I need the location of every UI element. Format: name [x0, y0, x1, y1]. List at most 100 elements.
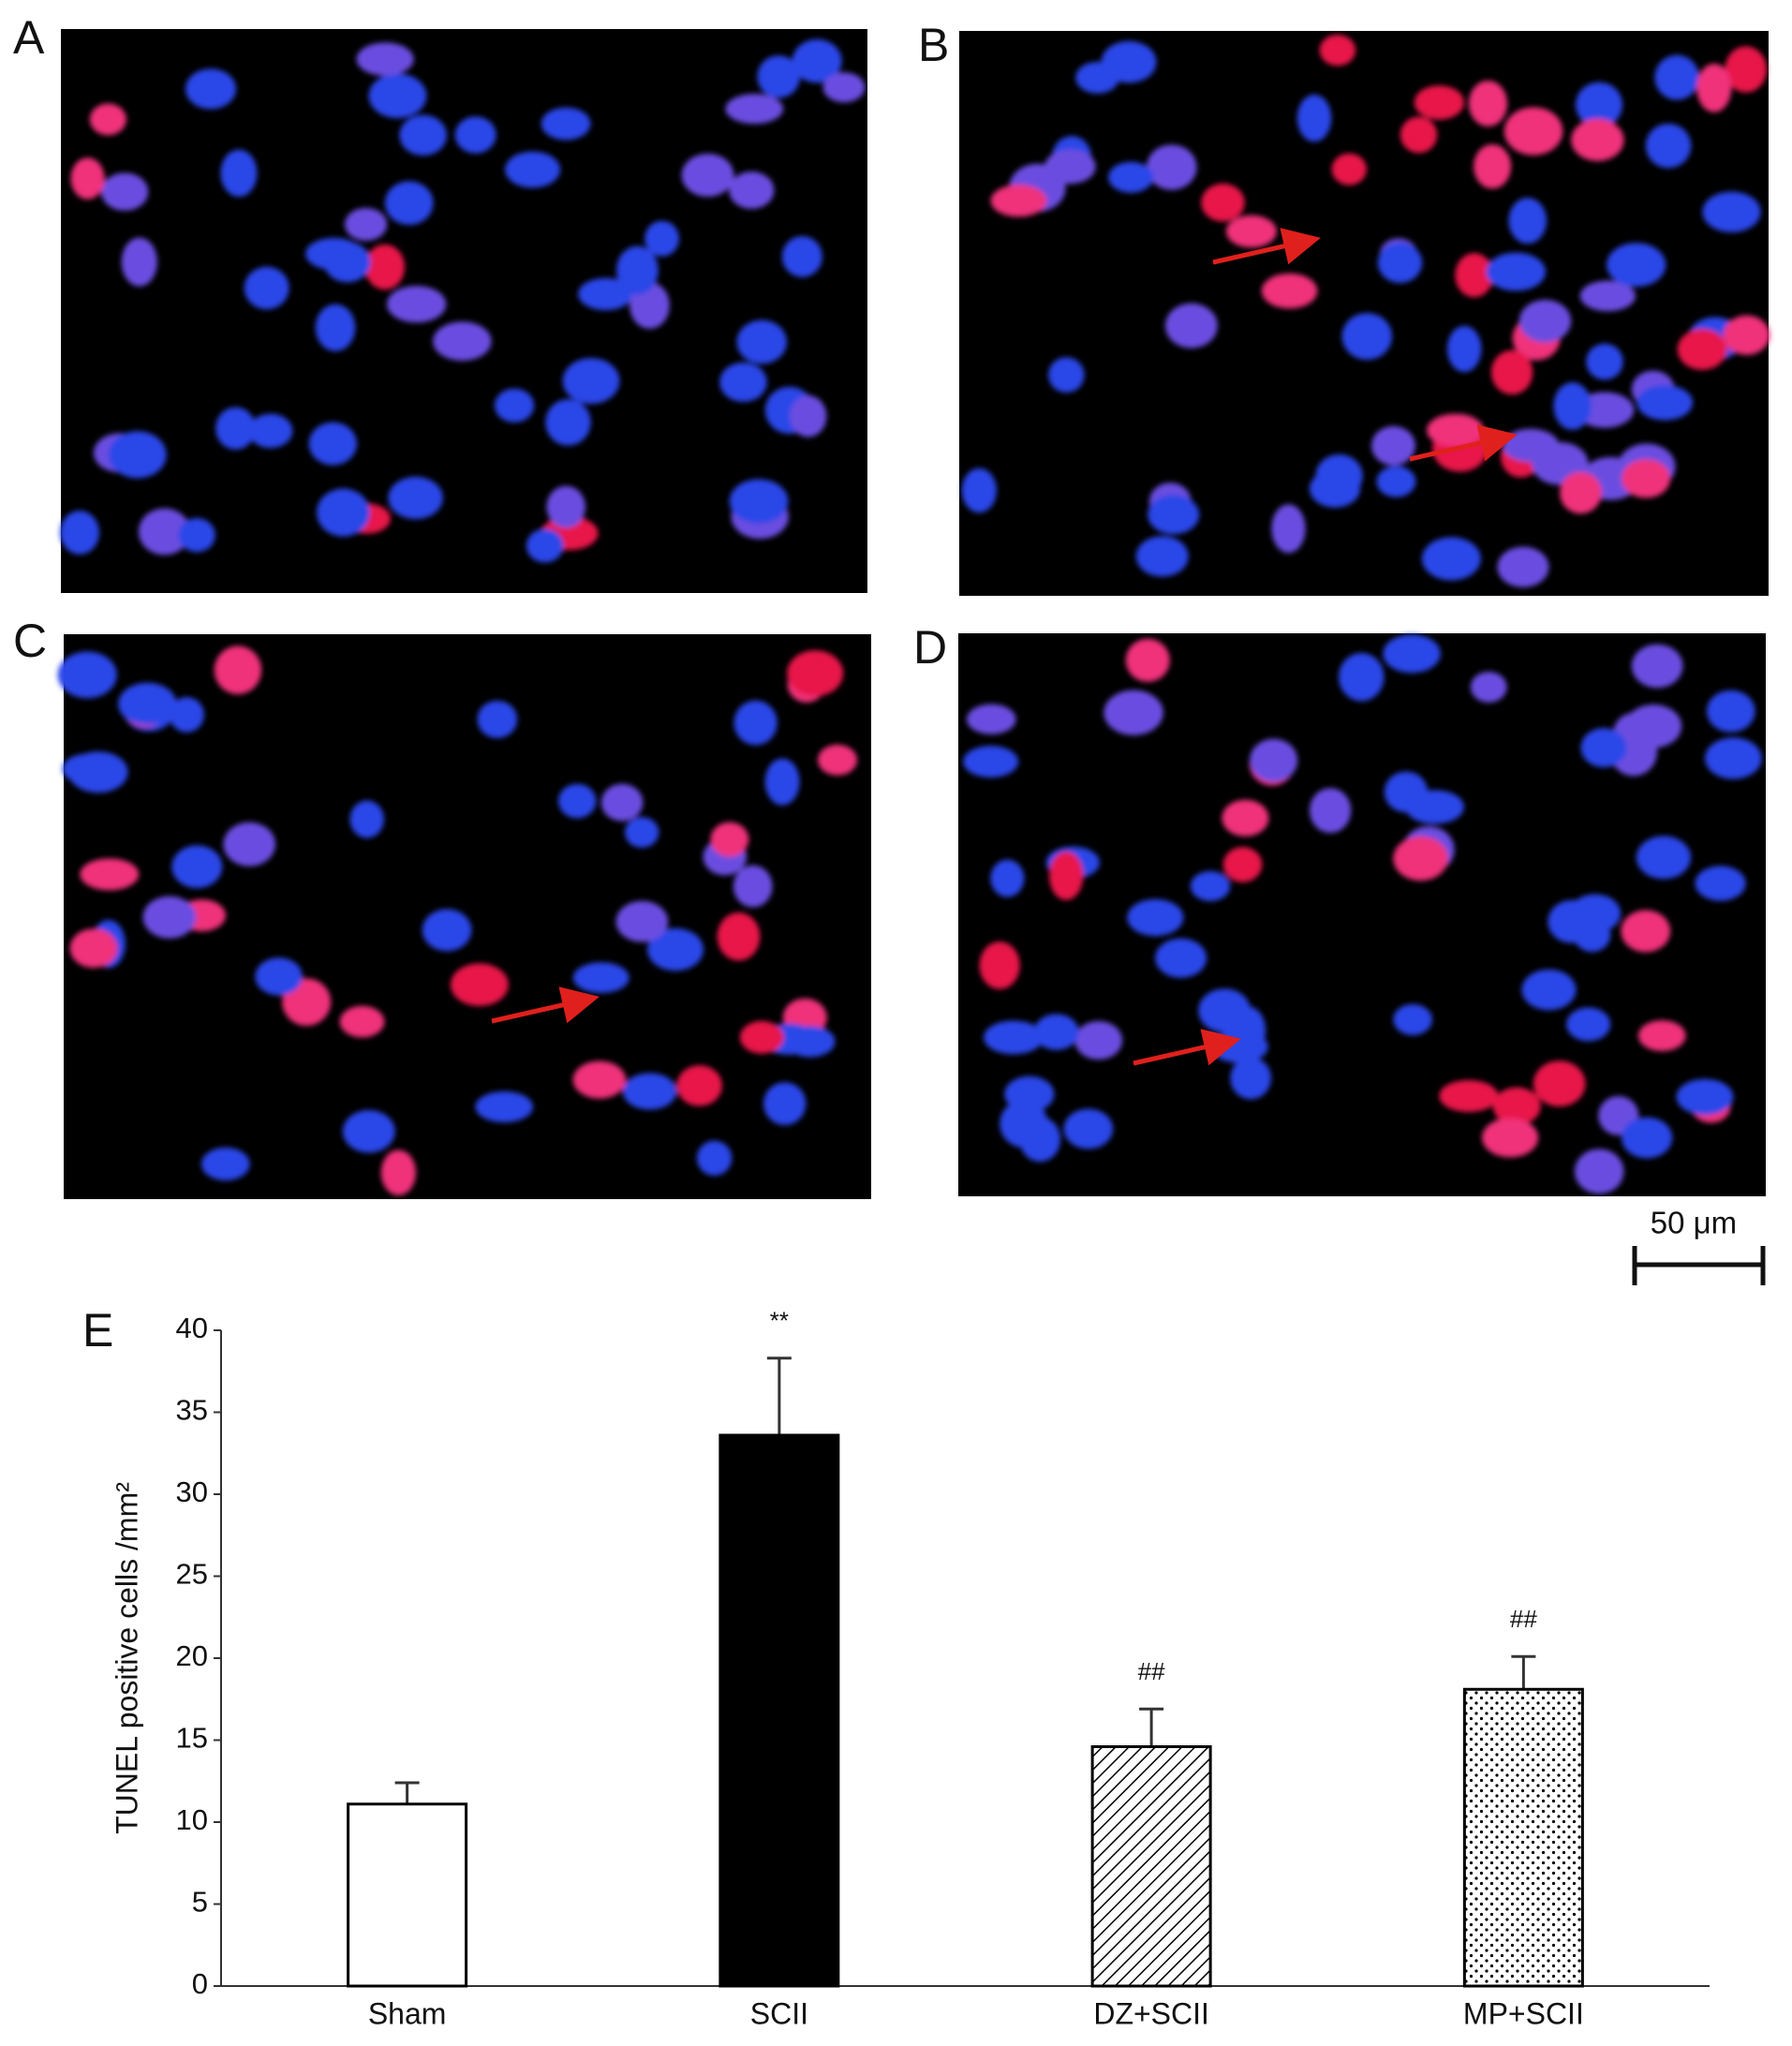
nucleus [729, 171, 775, 210]
nucleus [67, 751, 128, 793]
nucleus [1518, 299, 1572, 343]
nucleus [1261, 273, 1318, 309]
nucleus [1319, 35, 1356, 67]
arrow [1133, 1029, 1241, 1066]
nucleus [1371, 425, 1415, 466]
nucleus [215, 407, 256, 450]
nucleus [339, 1005, 385, 1038]
nucleus [526, 528, 564, 563]
nucleus [201, 1147, 250, 1181]
nucleus [1405, 790, 1464, 824]
nucleus [1125, 638, 1170, 682]
arrow [1409, 424, 1518, 462]
nucleus [89, 103, 126, 136]
nucleus [80, 858, 140, 891]
nucleus [422, 909, 472, 952]
nucleus [1400, 116, 1438, 154]
nucleus [1474, 144, 1512, 189]
nucleus [323, 242, 371, 283]
nucleus [255, 957, 303, 996]
nucleus [70, 157, 105, 200]
nucleus [1341, 313, 1393, 361]
nucleus [545, 399, 591, 446]
nucleus [1553, 382, 1592, 430]
nucleus [1190, 870, 1231, 901]
nucleus [1702, 191, 1761, 232]
nucleus [1148, 495, 1200, 535]
nucleus [1566, 1007, 1611, 1042]
nucleus [386, 286, 447, 323]
nucleus [384, 181, 434, 226]
significance-label: ** [770, 1307, 789, 1335]
nucleus [178, 518, 215, 553]
nucleus [69, 928, 118, 969]
nucleus [1331, 153, 1367, 185]
nucleus [214, 645, 262, 694]
nucleus [1490, 349, 1533, 395]
nucleus [763, 1082, 807, 1125]
nucleus [388, 476, 443, 520]
nucleus [1044, 149, 1096, 185]
y-tick-label: 25 [176, 1558, 208, 1591]
x-tick-label: SCII [750, 1996, 808, 2030]
nucleus [1103, 689, 1163, 735]
nucleus [1631, 644, 1683, 689]
nucleus [733, 865, 773, 908]
nucleus [725, 94, 784, 125]
nucleus [60, 511, 99, 555]
nucleus [764, 758, 800, 806]
nucleus [1439, 1079, 1499, 1112]
nucleus [1503, 107, 1563, 156]
nucleus [1222, 799, 1269, 837]
nucleus [349, 800, 384, 838]
nucleus [1622, 459, 1671, 498]
nucleus [1508, 198, 1548, 245]
nucleus [1222, 847, 1263, 882]
significance-label: ## [1510, 1605, 1537, 1633]
nucleus [1393, 1003, 1433, 1035]
nucleus [1271, 504, 1306, 554]
nucleus [399, 114, 448, 156]
nuclei [60, 38, 866, 563]
nucleus [963, 746, 1019, 778]
arrow [1212, 228, 1321, 265]
nucleus [1571, 118, 1624, 161]
nucleus [1492, 1087, 1541, 1125]
nucleus [1696, 64, 1732, 112]
y-axis-label: TUNEL positive cells /mm² [110, 1482, 143, 1834]
nucleus [380, 1149, 416, 1195]
nucleus [244, 266, 289, 310]
nucleus [1164, 303, 1218, 348]
nucleus [1637, 1020, 1686, 1052]
nucleus [719, 362, 767, 402]
nucleus [1723, 315, 1770, 355]
nucleus [696, 1140, 733, 1176]
nucleus [1580, 728, 1627, 768]
nucleus [647, 927, 704, 971]
nucleus [817, 744, 858, 776]
nucleus [615, 900, 669, 942]
nucleus [1049, 852, 1084, 900]
nucleus [990, 185, 1047, 217]
nucleus [1636, 836, 1692, 880]
nucleus [736, 319, 787, 364]
nucleus [1383, 634, 1441, 674]
nucleus [792, 38, 842, 83]
nucleus [979, 941, 1020, 989]
nucleus [1482, 1118, 1539, 1158]
nucleus [1636, 385, 1694, 421]
nucleus [616, 245, 659, 295]
nucleus [1676, 1078, 1734, 1116]
nucleus [729, 479, 789, 524]
nucleus [121, 237, 157, 287]
nucleus [433, 321, 492, 362]
nucleus [644, 220, 679, 257]
nucleus [622, 1073, 677, 1110]
y-tick-label: 30 [176, 1475, 208, 1508]
nucleus [1486, 252, 1547, 291]
nucleus [562, 358, 620, 405]
bar [347, 1802, 468, 1988]
nucleus [600, 783, 644, 822]
nucleus [364, 244, 406, 290]
nucleus [1074, 1020, 1123, 1060]
